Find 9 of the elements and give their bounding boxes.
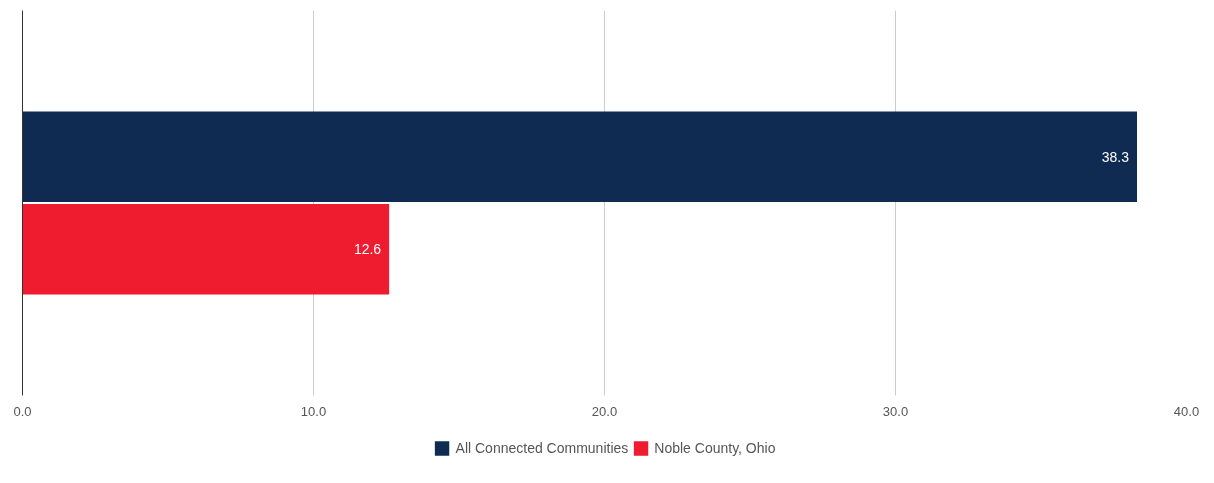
x-tick-label: 10.0 [300, 403, 327, 419]
data-label: 12.6 [353, 241, 382, 258]
x-tick-label: 20.0 [591, 403, 618, 419]
x-tick-label: 40.0 [1173, 403, 1200, 419]
legend-label: Noble County, Ohio [654, 439, 776, 456]
x-tick-label: 30.0 [882, 403, 909, 419]
legend-label: All Connected Communities [455, 439, 629, 456]
data-label: 38.3 [1101, 148, 1130, 165]
x-tick-label: 0.0 [13, 403, 32, 419]
